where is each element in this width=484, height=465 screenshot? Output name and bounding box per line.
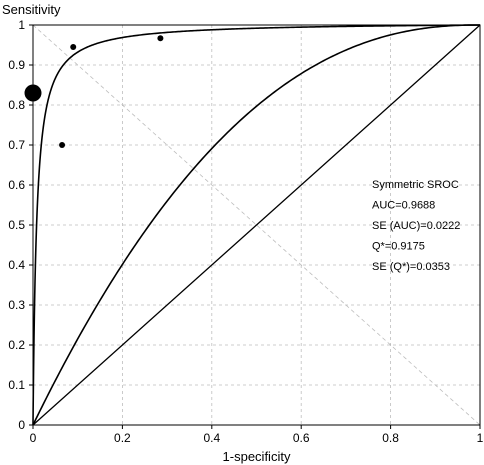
y-axis-ticks: 0 0.1 0.2 0.3 0.4 0.5 0.6 0.7 0.8 0.9 1 — [8, 18, 33, 432]
curves — [32, 24, 481, 426]
x-axis-title: 1-specificity — [223, 449, 291, 464]
sroc-stat-1: AUC=0.9688 — [372, 200, 435, 212]
x-tick-label-0: 0 — [30, 431, 37, 445]
study-points — [24, 35, 164, 148]
sroc-curve — [32, 24, 481, 425]
y-tick-label-3: 0.3 — [8, 298, 25, 312]
x-tick-label-5: 1 — [477, 431, 484, 445]
sroc-stat-2: SE (AUC)=0.0222 — [372, 220, 460, 232]
y-tick-label-9: 0.9 — [8, 58, 25, 72]
x-tick-label-1: 0.2 — [114, 431, 131, 445]
sroc-stat-0: Symmetric SROC — [372, 179, 459, 191]
y-tick-label-6: 0.6 — [8, 178, 25, 192]
x-tick-label-3: 0.6 — [293, 431, 310, 445]
chance-line — [32, 24, 481, 426]
study-point-2 — [157, 35, 164, 42]
y-tick-label-2: 0.2 — [8, 338, 25, 352]
y-axis-title: Sensitivity — [2, 2, 61, 17]
reference-roc-curve — [32, 24, 480, 426]
sroc-stat-3: Q*=0.9175 — [372, 241, 425, 253]
sroc-statistics: Symmetric SROC AUC=0.9688 SE (AUC)=0.0222 Q… — [372, 179, 460, 273]
x-tick-label-4: 0.8 — [382, 431, 399, 445]
x-tick-label-2: 0.4 — [203, 431, 220, 445]
x-axis-ticks: 0 0.2 0.4 0.6 0.8 1 — [30, 425, 484, 445]
y-tick-label-8: 0.8 — [8, 98, 25, 112]
grid-lines — [33, 25, 480, 425]
y-tick-label-5: 0.5 — [8, 218, 25, 232]
y-tick-label-1: 0.1 — [8, 378, 25, 392]
study-point-1 — [70, 44, 77, 50]
study-point-3 — [59, 142, 66, 148]
reference-diagonals — [32, 24, 481, 426]
sroc-stat-4: SE (Q*)=0.0353 — [372, 261, 450, 273]
y-tick-label-0: 0 — [18, 418, 25, 432]
q-star-diagonal — [32, 24, 481, 426]
y-tick-label-7: 0.7 — [8, 138, 25, 152]
y-tick-label-4: 0.4 — [8, 258, 25, 272]
y-tick-label-10: 1 — [18, 18, 25, 32]
